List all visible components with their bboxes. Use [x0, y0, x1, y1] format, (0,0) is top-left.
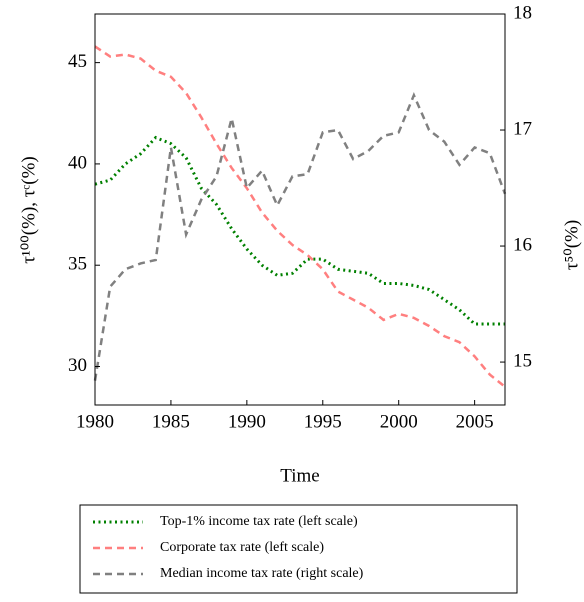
y2-tick-label: 15	[513, 350, 532, 371]
legend-box	[79, 504, 518, 594]
series-line	[94, 135, 505, 326]
y-tick-label: 35	[68, 254, 87, 275]
x-tick-label: 1985	[152, 411, 190, 432]
y-tick-label: 45	[68, 51, 87, 72]
x-tick-label: 1980	[76, 411, 114, 432]
x-axis-label: Time	[280, 465, 319, 486]
y2-tick-label: 16	[513, 234, 532, 255]
x-tick-label: 2000	[380, 411, 418, 432]
y-axis-label: τ¹⁰⁰(%), τᶜ(%)	[18, 156, 39, 264]
y2-axis-label: τ⁵⁰(%)	[561, 220, 582, 270]
y-tick-label: 40	[68, 152, 87, 173]
legend: Top-1% income tax rate (left scale) Corpo…	[93, 514, 364, 581]
x-tick-label: 1990	[228, 411, 266, 432]
y2-tick-label: 17	[513, 118, 532, 139]
x-tick-label: 2005	[456, 411, 494, 432]
x-tick-label: 1995	[304, 411, 342, 432]
legend-label: Median income tax rate (right scale)	[160, 566, 364, 581]
legend-label: Top-1% income tax rate (left scale)	[160, 514, 358, 529]
y-tick-label: 30	[68, 355, 87, 376]
plot-frame	[94, 13, 506, 406]
series-line	[94, 45, 506, 388]
y2-tick-label: 18	[513, 2, 532, 23]
legend-label: Corporate tax rate (left scale)	[160, 540, 324, 555]
series-line	[93, 92, 507, 381]
